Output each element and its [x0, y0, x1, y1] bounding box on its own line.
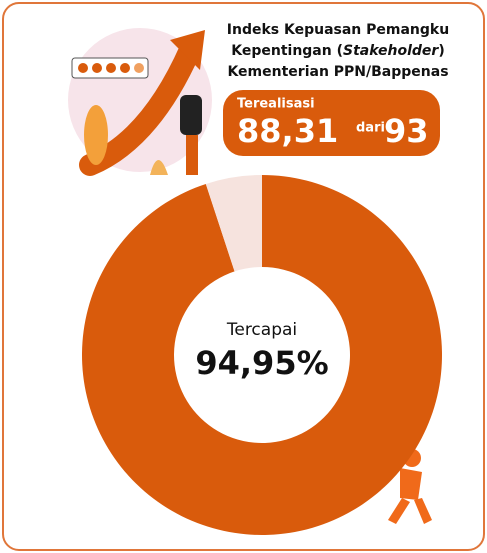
donut	[81, 175, 442, 535]
center-label: Tercapai	[226, 320, 297, 340]
title-line: Indeks Kepuasan Pemangku	[227, 22, 449, 38]
realized-value: 88,31	[237, 112, 338, 150]
title-part: Kementerian PPN/Bappenas	[227, 64, 448, 80]
donut-segment	[81, 175, 442, 535]
realized-box	[223, 90, 440, 156]
title-line: Kepentingan (Stakeholder)	[231, 43, 445, 59]
illustration	[68, 28, 432, 524]
connector: dari	[356, 121, 385, 136]
title-part: Indeks Kepuasan Pemangku	[227, 22, 449, 38]
center-value: 94,95%	[195, 344, 328, 382]
chart-title: Indeks Kepuasan Pemangku Kepentingan (Sta…	[227, 22, 449, 80]
realized-label: Terealisasi	[237, 97, 315, 112]
donut-segment	[205, 175, 262, 272]
title-part: )	[438, 43, 444, 59]
title-part: Stakeholder	[343, 43, 439, 59]
title-part: Kepentingan (	[231, 43, 343, 59]
title-line: Kementerian PPN/Bappenas	[227, 64, 448, 80]
target-value: 93	[384, 112, 429, 150]
